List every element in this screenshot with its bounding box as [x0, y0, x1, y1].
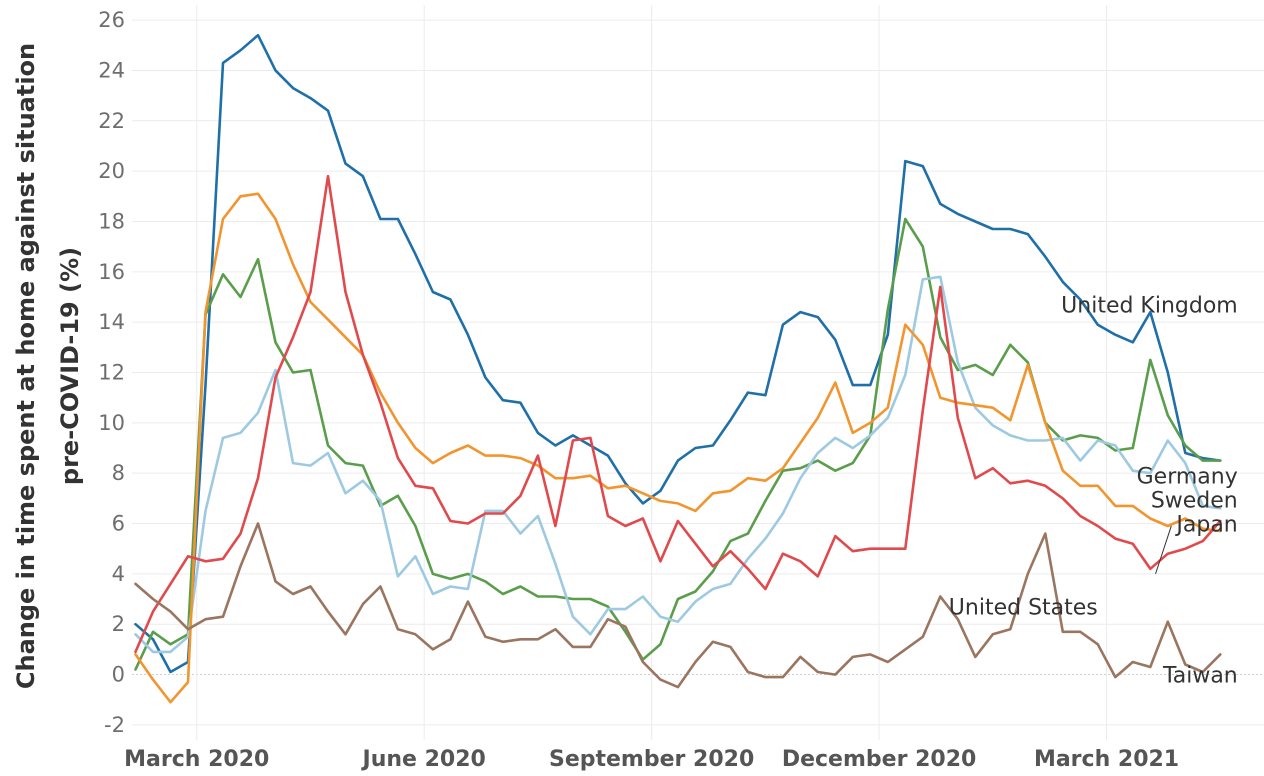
series-label-united-kingdom: United Kingdom	[1061, 294, 1238, 319]
series-line-sweden	[134, 275, 1222, 654]
y-tick-label: 12	[98, 361, 125, 385]
series-line-united-kingdom	[134, 33, 1222, 674]
x-axis-ticks: March 2020 June 2020 September 2020 Decembe…	[124, 747, 1179, 772]
series-label-sweden: Sweden	[1151, 489, 1238, 514]
y-tick-label: 4	[112, 562, 125, 586]
y-tick-label: 10	[98, 411, 125, 435]
series-label-united-states: United States	[949, 596, 1098, 621]
y-tick-label: 14	[98, 310, 125, 334]
y-tick-label: 8	[112, 461, 125, 485]
x-tick-label: March 2021	[1034, 747, 1179, 772]
series-label-japan: Japan	[1174, 513, 1237, 538]
y-tick-label: 20	[98, 159, 125, 183]
series-label-taiwan: Taiwan	[1162, 664, 1238, 689]
x-tick-label: September 2020	[549, 747, 754, 772]
series-line-united-states	[134, 174, 1222, 654]
y-tick-label: 2	[112, 612, 125, 636]
y-tick-label: 16	[98, 260, 125, 284]
y-tick-label: 6	[112, 512, 125, 536]
x-tick-label: December 2020	[782, 747, 976, 772]
grid	[132, 5, 1264, 740]
y-tick-label: 0	[112, 663, 125, 687]
y-axis-title: Change in time spent at home against sit…	[12, 43, 84, 689]
y-axis-title-line-1: Change in time spent at home against sit…	[12, 43, 40, 689]
x-tick-label: March 2020	[124, 747, 269, 772]
y-tick-label: 22	[98, 109, 125, 133]
series-lines	[134, 33, 1222, 704]
series-line-taiwan	[134, 522, 1222, 689]
series-label-germany: Germany	[1137, 465, 1238, 490]
y-tick-label: -2	[104, 713, 125, 737]
y-tick-label: 18	[98, 209, 125, 233]
united-states-leader-line	[1155, 525, 1172, 575]
y-tick-label: 24	[98, 58, 125, 82]
y-tick-label: 26	[98, 8, 125, 32]
x-tick-label: June 2020	[361, 747, 486, 772]
y-axis-title-line-2: pre-COVID-19 (%)	[56, 247, 84, 485]
series-line-japan	[134, 192, 1222, 704]
